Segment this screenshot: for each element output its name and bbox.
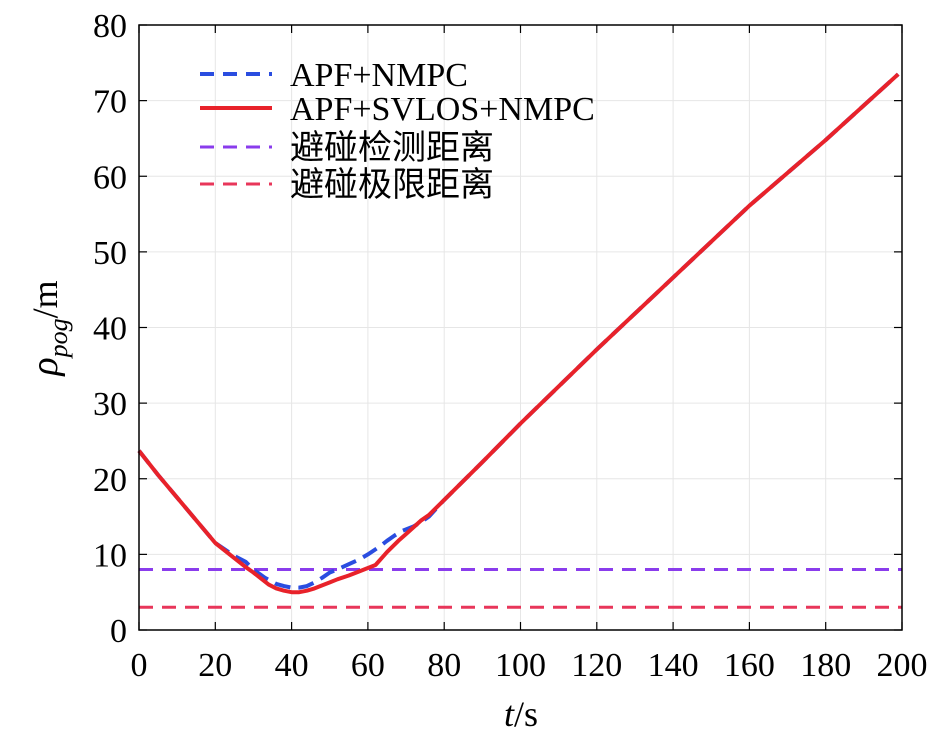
x-tick-label: 180 [800,647,851,684]
x-tick-label: 100 [495,647,546,684]
x-axis-unit: /s [514,694,538,734]
legend-label-0: APF+NMPC [290,57,468,94]
x-tick-label: 160 [724,647,775,684]
y-tick-label: 10 [93,537,127,574]
y-axis-subscript: pog [44,318,73,359]
y-tick-label: 70 [93,84,127,121]
legend-label-2: 避碰检测距离 [290,129,494,167]
x-tick-label: 80 [427,647,461,684]
x-tick-label: 40 [275,647,309,684]
y-tick-label: 30 [93,386,127,423]
x-tick-label: 0 [131,647,148,684]
reference-lines [139,568,902,609]
ticks [138,24,903,631]
x-tick-label: 200 [877,647,928,684]
x-tick-label: 20 [198,647,232,684]
x-axis-title: t/s [504,694,538,734]
y-tick-label: 50 [93,235,127,272]
data-lines [137,72,900,595]
legend-label-3: 避碰极限距离 [290,166,494,204]
x-tick-label: 140 [648,647,699,684]
y-tick-label: 40 [93,311,127,348]
x-axis-var: t [504,694,515,734]
y-tick-label: 20 [93,462,127,499]
grid [139,25,902,630]
y-tick-label: 0 [110,613,127,650]
y-tick-label: 60 [93,159,127,196]
tick-labels: 0 20 40 60 80 100 120 140 160 180 200 0 10 20 30 40 50 60… [93,8,928,684]
y-tick-label: 80 [93,8,127,45]
y-axis-var: ρ [24,357,66,376]
legend-label-1: APF+SVLOS+NMPC [290,91,595,128]
y-axis-title: ρpog/m [24,280,73,376]
series-line-1 [137,72,900,595]
x-tick-label: 60 [351,647,385,684]
x-tick-label: 120 [571,647,622,684]
y-axis-unit: /m [25,280,65,318]
